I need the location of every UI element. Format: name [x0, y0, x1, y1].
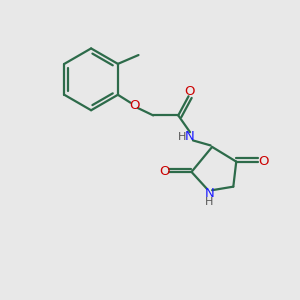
- Text: N: N: [204, 187, 214, 200]
- Text: O: O: [258, 155, 269, 168]
- Text: O: O: [184, 85, 194, 98]
- Text: H: H: [205, 197, 213, 207]
- Text: N: N: [184, 130, 194, 143]
- Text: O: O: [159, 165, 169, 178]
- Text: O: O: [129, 99, 139, 112]
- Text: H: H: [178, 133, 186, 142]
